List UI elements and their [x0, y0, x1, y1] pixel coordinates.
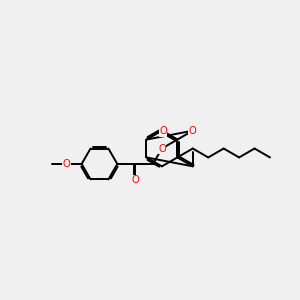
- Text: O: O: [158, 143, 166, 154]
- Text: O: O: [131, 176, 139, 185]
- Text: O: O: [159, 126, 167, 136]
- Text: O: O: [63, 159, 70, 169]
- Text: O: O: [189, 126, 197, 136]
